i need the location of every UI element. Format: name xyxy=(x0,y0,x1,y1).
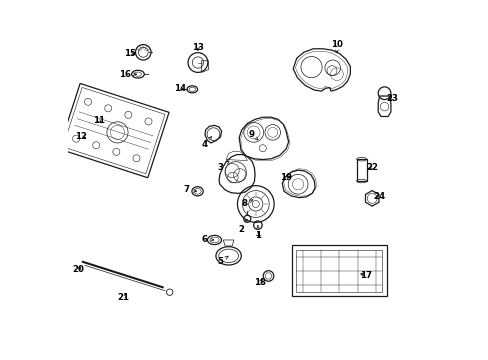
Text: 14: 14 xyxy=(174,85,186,94)
Text: 9: 9 xyxy=(248,130,257,140)
Text: 23: 23 xyxy=(386,94,398,103)
Text: 2: 2 xyxy=(238,220,246,234)
Text: 8: 8 xyxy=(241,199,252,208)
Text: 17: 17 xyxy=(360,271,371,280)
Text: 13: 13 xyxy=(191,43,203,52)
Text: 19: 19 xyxy=(280,173,291,182)
Text: 24: 24 xyxy=(372,193,385,202)
Text: 5: 5 xyxy=(217,256,228,266)
Text: 1: 1 xyxy=(254,226,261,240)
Text: 10: 10 xyxy=(330,40,342,53)
Text: 16: 16 xyxy=(118,70,136,79)
Text: 11: 11 xyxy=(93,116,105,125)
Text: 7: 7 xyxy=(183,185,196,194)
Text: 12: 12 xyxy=(75,132,87,141)
Text: 15: 15 xyxy=(123,49,136,58)
Text: 22: 22 xyxy=(366,163,377,172)
Text: 3: 3 xyxy=(217,161,228,172)
Text: 21: 21 xyxy=(118,293,130,302)
Text: 6: 6 xyxy=(202,235,213,244)
Text: 18: 18 xyxy=(254,278,266,287)
Bar xyxy=(356,159,366,181)
Text: 20: 20 xyxy=(73,265,84,274)
Text: 4: 4 xyxy=(202,137,211,149)
